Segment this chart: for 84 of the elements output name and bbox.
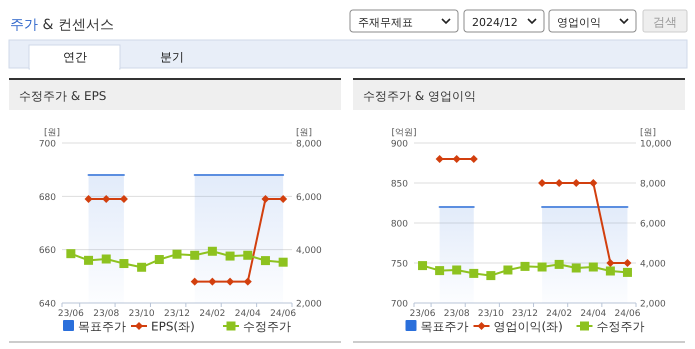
text: 연간 — [63, 50, 87, 64]
point — [154, 255, 164, 264]
point — [102, 254, 111, 264]
y-tick-label: 660 — [38, 246, 56, 256]
point — [554, 260, 564, 269]
x-tick-label: 23/10 — [478, 309, 504, 319]
point — [452, 155, 461, 163]
legend-label: 목표주가 — [420, 320, 468, 334]
y-tick-label: 900 — [390, 140, 408, 150]
x-tick-label: 23/06 — [58, 309, 84, 319]
y2-tick-label: 4,000 — [640, 260, 666, 270]
x-tick-label: 24/06 — [270, 309, 296, 319]
y2-tick-label: 8,000 — [296, 140, 322, 150]
point — [84, 256, 94, 265]
x-tick-label: 24/02 — [199, 309, 226, 319]
x-tick-label: 23/06 — [410, 309, 436, 319]
legend-label: 수정주가 — [243, 320, 291, 334]
point — [470, 155, 478, 163]
x-tick-label: 23/12 — [164, 309, 190, 319]
y2-tick-label: 2,000 — [296, 300, 322, 310]
x-tick-label: 23/10 — [128, 309, 155, 319]
point — [520, 262, 530, 271]
legend-label: 영업이익(좌) — [494, 320, 563, 334]
point — [572, 179, 580, 187]
point — [606, 259, 614, 267]
y-tick-label: 700 — [390, 300, 408, 310]
legend-label: 목표주가 — [78, 320, 126, 334]
point — [208, 246, 217, 256]
point — [418, 261, 428, 270]
point — [137, 262, 146, 272]
x-tick-label: 23/12 — [512, 309, 538, 319]
y-tick-label: 680 — [38, 192, 56, 203]
point — [436, 155, 444, 163]
y-tick-label: 750 — [390, 260, 408, 270]
x-tick-label: 24/04 — [234, 309, 262, 319]
text: 주가 & 컨센서스 — [10, 17, 114, 33]
point — [588, 262, 598, 272]
y2-tick-label: 8,000 — [640, 180, 666, 190]
y-tick-label: 850 — [390, 180, 408, 190]
point — [172, 250, 182, 259]
point — [66, 249, 76, 258]
point — [226, 252, 235, 261]
y2-axis-title: [원] — [640, 128, 656, 138]
point — [435, 266, 444, 276]
y2-tick-label: 6,000 — [640, 220, 666, 230]
x-tick-label: 24/02 — [546, 309, 572, 319]
point — [486, 271, 496, 280]
point — [119, 259, 128, 268]
y2-tick-label: 6,000 — [296, 192, 322, 203]
x-tick-label: 23/08 — [93, 309, 120, 319]
point — [278, 258, 288, 267]
y-tick-label: 800 — [390, 220, 408, 230]
y2-tick-label: 4,000 — [296, 246, 322, 256]
text: 주재무제표 — [358, 16, 413, 29]
text: 검색 — [653, 15, 677, 29]
point — [243, 250, 252, 260]
text: 분기 — [160, 50, 184, 64]
point — [622, 268, 632, 277]
point — [469, 268, 478, 278]
chart-title: 수정주가 & EPS — [19, 89, 106, 103]
y2-tick-label: 10,000 — [640, 140, 672, 150]
point — [555, 179, 564, 187]
chart-title: 수정주가 & 영업이익 — [363, 89, 476, 103]
x-tick-label: 24/04 — [580, 309, 607, 319]
text: 2024/12 — [472, 16, 518, 29]
y-tick-label: 640 — [38, 300, 56, 310]
point — [538, 262, 547, 272]
point — [260, 256, 270, 266]
point — [572, 264, 581, 272]
y-axis-title: [원] — [44, 128, 60, 138]
point — [503, 266, 512, 274]
point — [452, 266, 462, 274]
legend-label: EPS(좌) — [151, 320, 195, 334]
y-axis-title: [억원] — [391, 128, 417, 138]
y-tick-label: 700 — [38, 140, 56, 150]
x-tick-label: 24/06 — [614, 309, 641, 319]
text: 영업이익 — [557, 16, 601, 29]
point — [606, 266, 615, 276]
y2-axis-title: [원] — [296, 128, 312, 138]
x-tick-label: 23/08 — [444, 309, 470, 319]
point — [589, 179, 598, 187]
point — [190, 250, 200, 260]
legend-label: 수정주가 — [596, 320, 644, 334]
y2-tick-label: 2,000 — [640, 300, 666, 310]
